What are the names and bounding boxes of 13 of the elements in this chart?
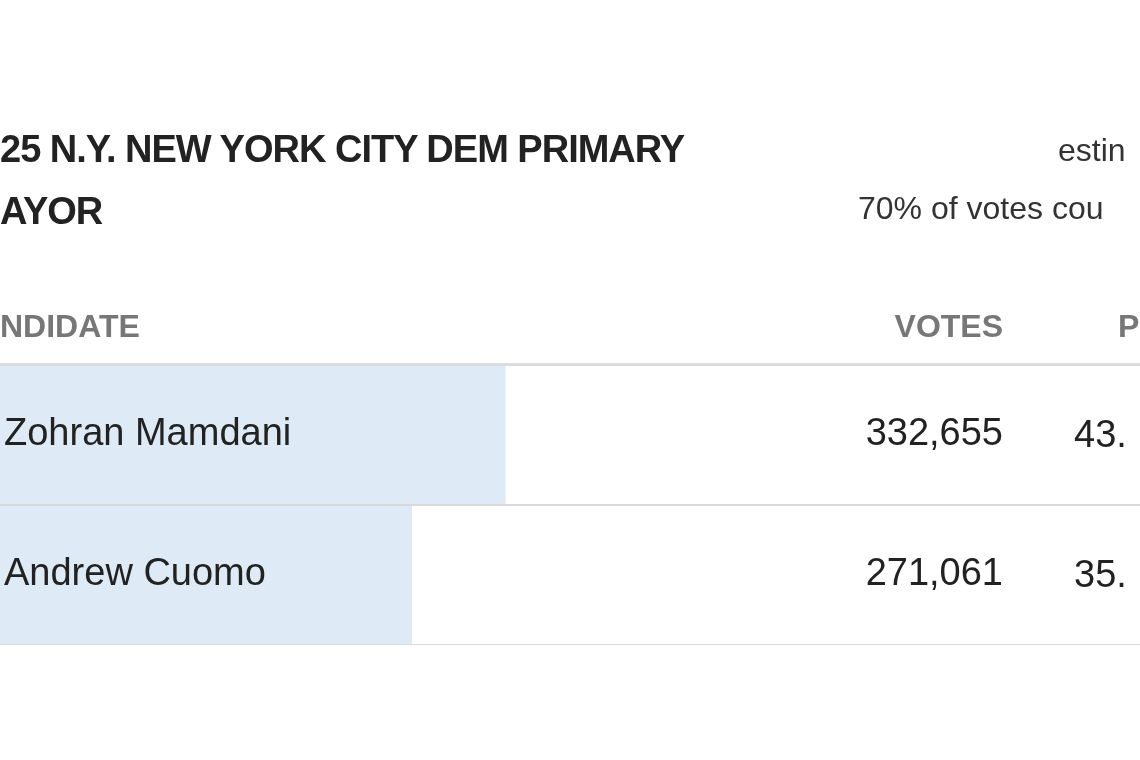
y-tick-label: Andrew Cuomo bbox=[4, 551, 266, 594]
text: 70% of votes cou bbox=[858, 190, 1104, 227]
data-label: 332,655 bbox=[865, 411, 1003, 454]
text: NDIDATE bbox=[0, 308, 140, 345]
text: VOTES bbox=[894, 308, 1003, 345]
chart-title: 25 N.Y. NEW YORK CITY DEM PRIMARY bbox=[0, 128, 685, 171]
text: P bbox=[1118, 308, 1140, 345]
y-tick-label: Zohran Mamdani bbox=[4, 411, 292, 454]
chart-subtitle: AYOR bbox=[0, 190, 103, 233]
annotation: 35. bbox=[1074, 553, 1127, 596]
data-label: 271,061 bbox=[865, 551, 1003, 594]
annotation: 43. bbox=[1074, 413, 1127, 456]
text: estin bbox=[1058, 132, 1126, 169]
